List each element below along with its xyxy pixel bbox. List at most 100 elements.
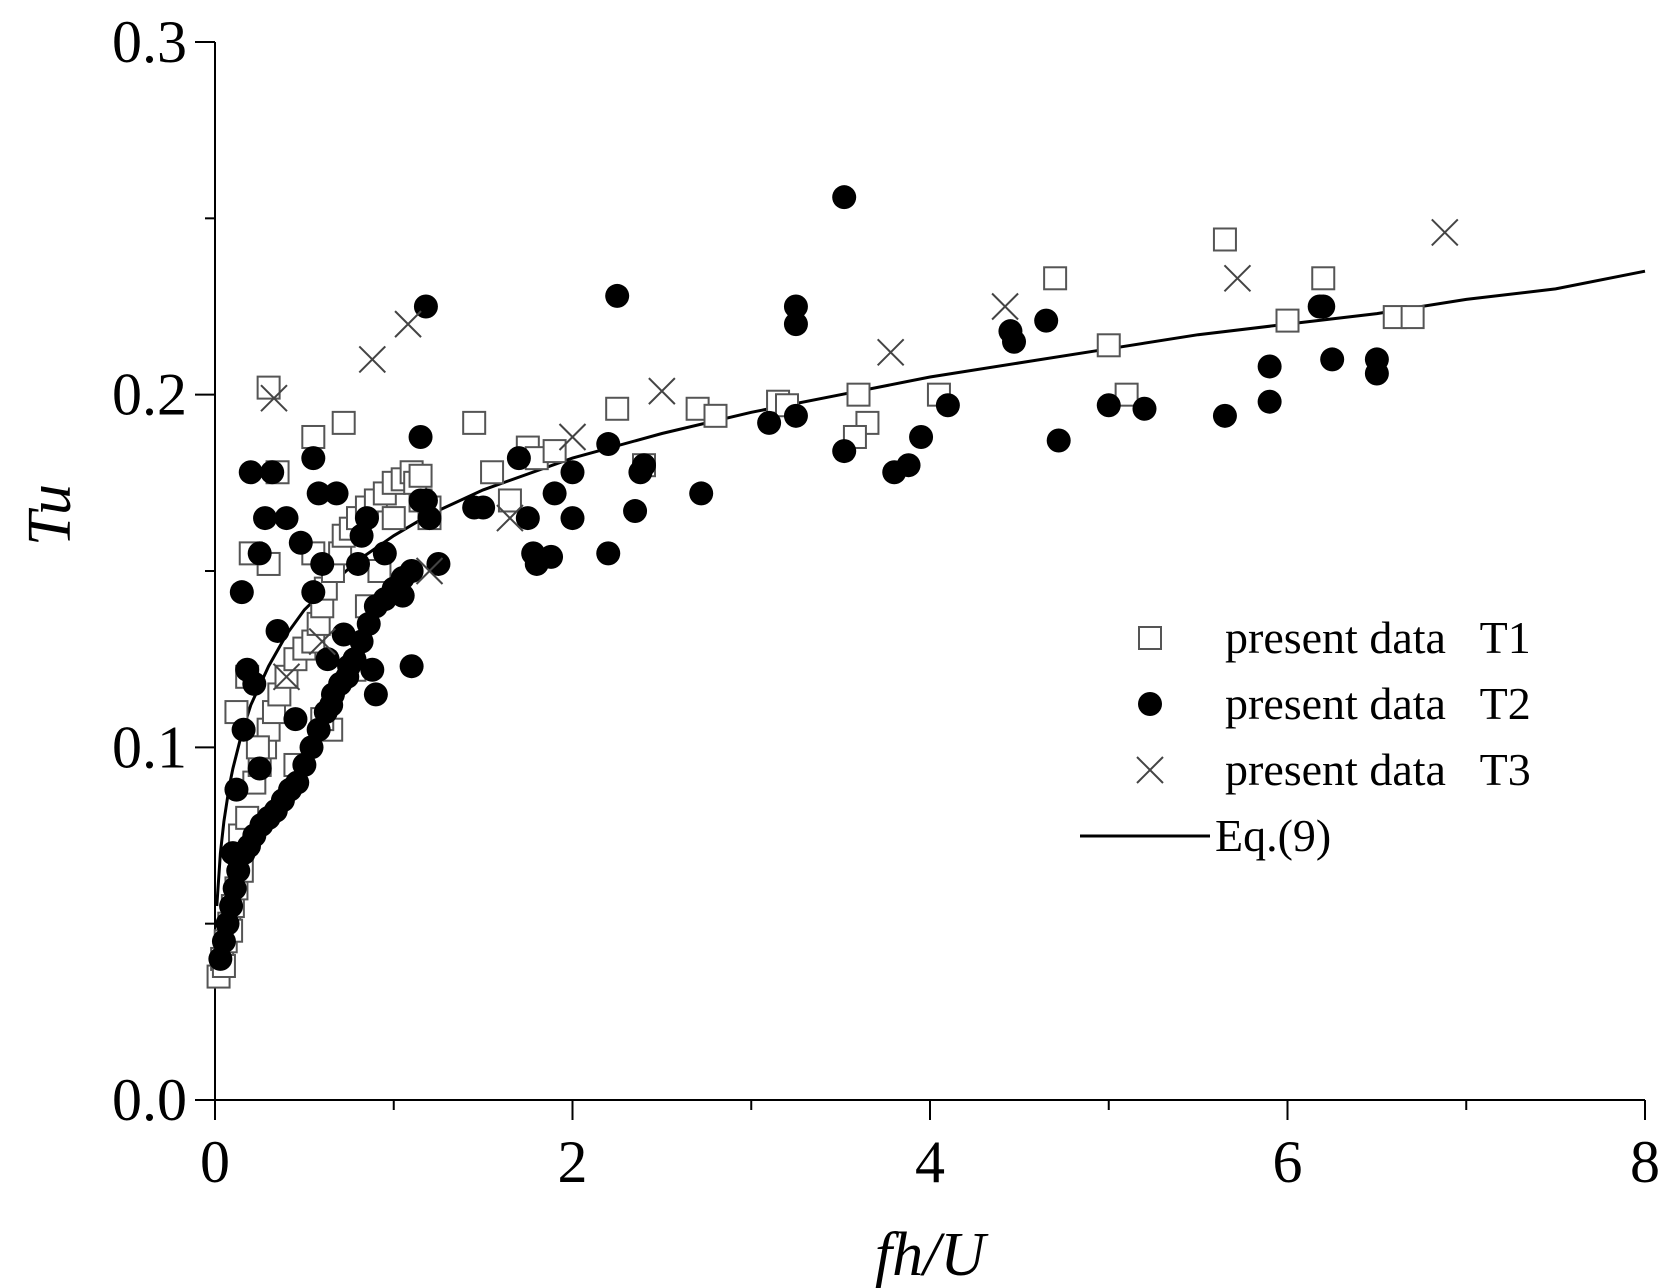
data-point-filled-circle [783, 403, 808, 428]
data-point-open-square [1311, 266, 1336, 291]
y-tick-label: 0.1 [112, 714, 187, 780]
data-point-filled-circle [689, 481, 714, 506]
data-point-cross [558, 423, 587, 451]
data-point-filled-circle [1320, 347, 1345, 372]
legend-label: present data T1 [1225, 612, 1531, 663]
data-point-filled-circle [229, 580, 254, 605]
data-point-cross [1431, 218, 1459, 247]
data-point-cross [394, 310, 422, 338]
data-point-open-square [408, 463, 433, 488]
data-point-filled-circle [757, 410, 782, 435]
data-point-filled-circle [363, 682, 388, 707]
data-point-cross [991, 292, 1019, 321]
legend-marker-cross [1136, 756, 1164, 784]
data-point-open-square [1096, 333, 1121, 358]
data-point-open-square [846, 382, 871, 407]
data-point-filled-circle [319, 693, 344, 718]
data-point-filled-circle [306, 481, 331, 506]
data-point-filled-circle [1212, 403, 1237, 428]
data-point-filled-circle [1257, 389, 1282, 414]
data-point-filled-circle [408, 424, 433, 449]
legend-label: Eq.(9) [1215, 810, 1331, 861]
data-point-filled-circle [539, 544, 564, 569]
data-point-filled-circle [399, 559, 424, 583]
data-point-filled-circle [1132, 396, 1157, 421]
eq9-curve [215, 269, 1646, 907]
data-point-open-square [256, 375, 281, 400]
data-point-filled-circle [896, 453, 921, 478]
data-point-filled-circle [1046, 428, 1071, 453]
data-point-filled-circle [506, 446, 531, 471]
data-point-filled-circle [238, 460, 263, 485]
y-tick-label: 0.0 [112, 1067, 187, 1133]
data-point-filled-circle [521, 541, 546, 566]
data-point-filled-circle [224, 777, 249, 802]
data-point-open-square [1043, 266, 1068, 291]
data-point-filled-circle [1002, 329, 1027, 354]
data-point-filled-circle [331, 622, 356, 647]
data-point-cross [308, 627, 336, 656]
data-point-filled-circle [310, 551, 335, 576]
data-point-cross [496, 504, 524, 532]
data-point-open-square [301, 424, 326, 449]
tick-labels: 0.0 0.1 0.2 0.3 0 2 4 6 8 [112, 9, 1660, 1195]
data-point-filled-circle [605, 283, 630, 308]
data-point-filled-circle [783, 312, 808, 337]
data-point-open-square [497, 488, 522, 513]
data-point-filled-circle [399, 654, 424, 679]
data-point-filled-circle [426, 551, 451, 576]
data-point-open-square [542, 439, 567, 464]
series-2 [208, 185, 1389, 971]
eq9-line [215, 269, 1646, 907]
data-point-cross [1223, 264, 1252, 292]
data-point-open-square [331, 410, 356, 435]
data-point-filled-circle [346, 551, 370, 576]
data-point-filled-circle [623, 499, 648, 524]
data-point-cross [260, 384, 288, 412]
y-axis-title: Tu [16, 484, 84, 546]
data-point-cross [415, 557, 444, 585]
data-point-filled-circle [413, 488, 438, 513]
data-points [206, 185, 1459, 989]
data-point-filled-circle [1307, 294, 1332, 319]
data-point-filled-circle [1364, 347, 1389, 372]
data-point-filled-circle [832, 185, 857, 210]
data-point-filled-circle [253, 506, 278, 531]
x-tick-label: 0 [200, 1129, 230, 1195]
data-point-cross [876, 338, 905, 367]
data-point-open-square [480, 460, 505, 485]
data-point-open-square [381, 506, 406, 531]
data-point-filled-circle [560, 506, 585, 531]
data-point-filled-circle [247, 756, 272, 781]
data-point-filled-circle [628, 460, 653, 485]
x-tick-label: 8 [1630, 1129, 1660, 1195]
data-point-filled-circle [1034, 308, 1059, 333]
legend-marker-open-square [1138, 626, 1162, 650]
data-point-filled-circle [596, 541, 621, 566]
data-point-filled-circle [783, 294, 808, 319]
data-point-filled-circle [247, 541, 272, 566]
y-tick-label: 0.2 [112, 362, 187, 428]
data-point-filled-circle [360, 657, 385, 682]
data-point-filled-circle [260, 460, 285, 485]
data-point-filled-circle [301, 580, 326, 605]
data-point-filled-circle [265, 618, 290, 643]
data-point-filled-circle [1096, 393, 1121, 418]
legend-label: present data T3 [1225, 744, 1531, 795]
data-point-filled-circle [337, 654, 362, 679]
data-point-filled-circle [372, 541, 397, 566]
data-point-filled-circle [935, 393, 960, 418]
data-point-filled-circle [231, 717, 256, 742]
data-point-filled-circle [390, 583, 415, 608]
data-point-open-square [1400, 305, 1425, 330]
legend-label: present data T2 [1225, 678, 1531, 729]
data-point-filled-circle [220, 841, 245, 866]
data-point-cross [358, 345, 387, 374]
legend: present data T1 present data T2 present da… [1080, 612, 1531, 861]
series-3 [260, 218, 1459, 691]
x-tick-label: 4 [915, 1129, 945, 1195]
ticks [195, 41, 1646, 1120]
data-point-filled-circle [349, 523, 374, 548]
data-point-filled-circle [560, 460, 585, 485]
